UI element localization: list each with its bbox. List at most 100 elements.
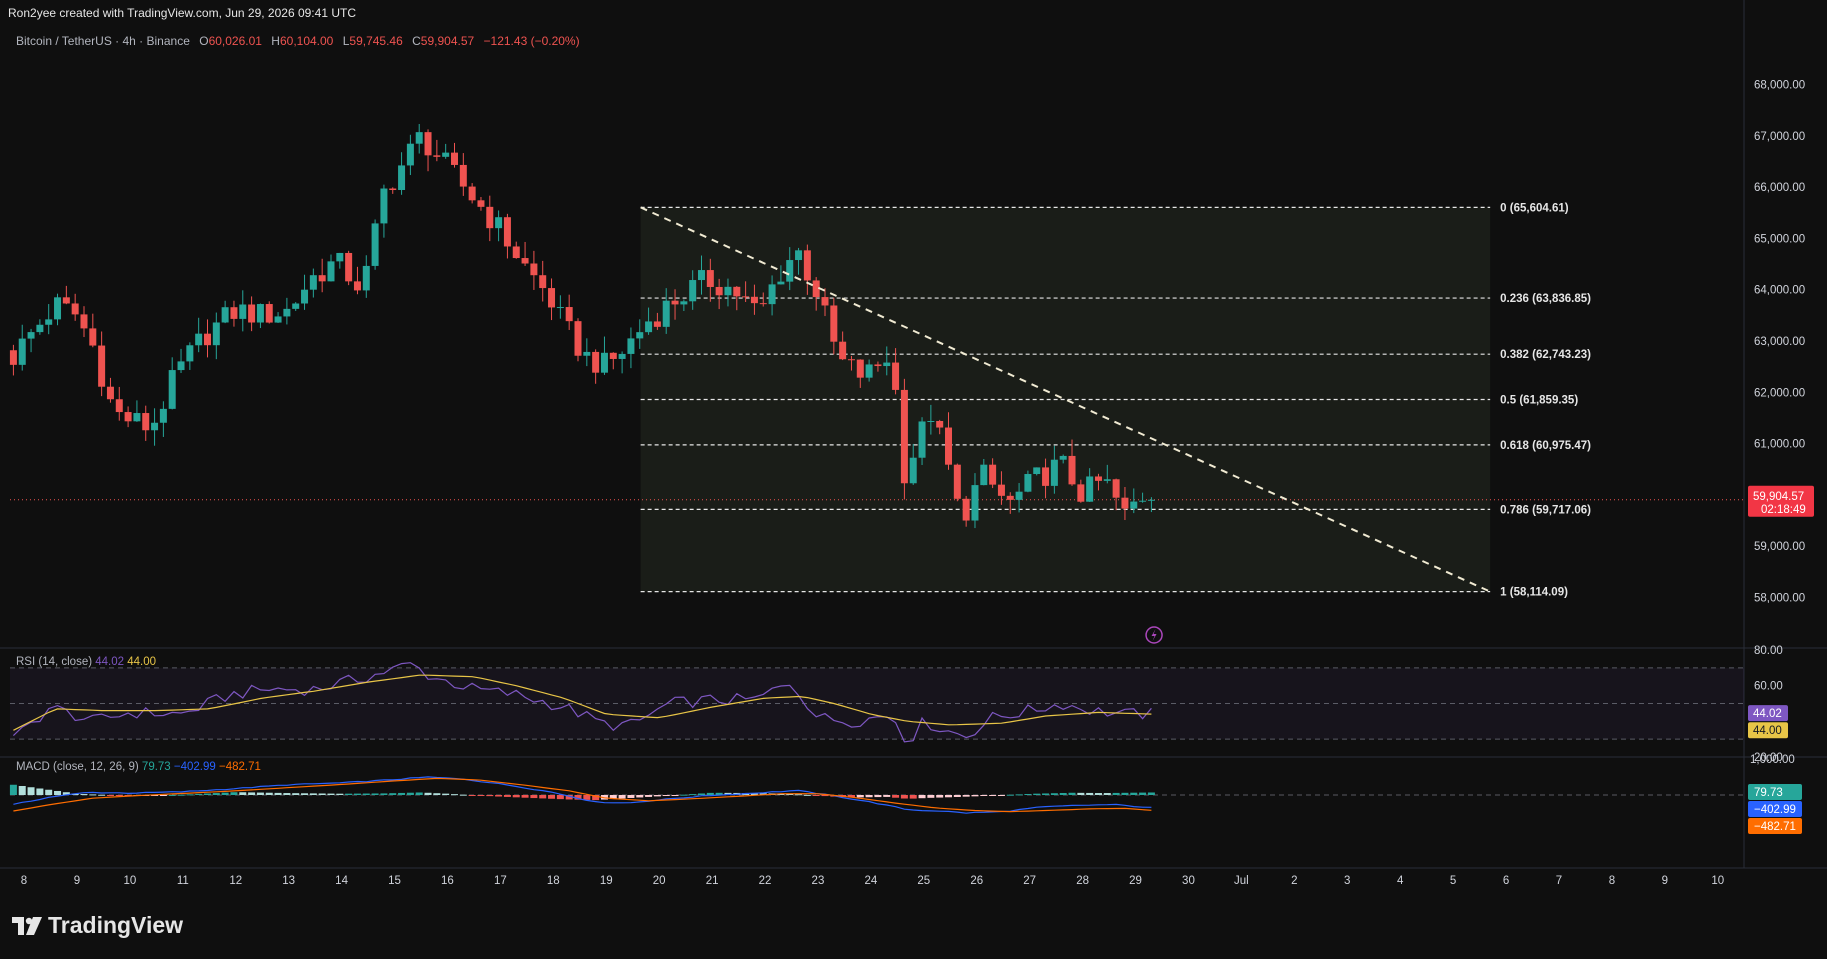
- macd-histogram-bar: [706, 792, 714, 795]
- candle-body: [847, 359, 855, 361]
- macd-histogram-bar: [45, 789, 53, 795]
- candle-body: [521, 258, 529, 264]
- candle-body: [71, 303, 79, 315]
- macd-hist-value: 79.73: [141, 761, 171, 773]
- macd-histogram-bar: [909, 795, 917, 799]
- time-tick-label: Jul: [1234, 875, 1249, 887]
- fib-level-label: 0.236 (63,836.85): [1500, 293, 1591, 305]
- macd-histogram-bar: [539, 795, 547, 799]
- macd-histogram-bar: [9, 784, 17, 795]
- price-tick-label: 64,000.00: [1754, 285, 1805, 297]
- macd-histogram-bar: [1024, 794, 1032, 796]
- rsi-line: [12, 662, 1152, 743]
- candle-body: [936, 420, 944, 428]
- candle-body: [1112, 479, 1120, 498]
- candle-body: [239, 304, 247, 319]
- price-tick-label: 61,000.00: [1754, 439, 1805, 451]
- tradingview-logo-text: TradingView: [48, 912, 184, 938]
- candle-body: [865, 364, 873, 378]
- candle-body: [54, 297, 62, 320]
- time-tick-label: 10: [123, 875, 136, 887]
- fib-level-label: 0.382 (62,743.23): [1500, 349, 1591, 361]
- candle-body: [353, 281, 361, 291]
- candle-body: [450, 152, 458, 165]
- macd-histogram-bar: [186, 794, 194, 796]
- rsi-value-tag-label: 44.02: [1753, 708, 1782, 720]
- time-tick-label: 25: [917, 875, 930, 887]
- macd-histogram-bar: [256, 792, 264, 795]
- candle-body: [283, 308, 291, 317]
- candle-body: [909, 457, 917, 484]
- time-tick-label: 14: [335, 875, 348, 887]
- tradingview-logo[interactable]: TradingView: [12, 912, 183, 939]
- macd-histogram-bar: [786, 793, 794, 795]
- macd-histogram-bar: [309, 793, 317, 795]
- candle-body: [301, 289, 309, 304]
- price-tick-label: 62,000.00: [1754, 387, 1805, 399]
- rsi-ma-tag: [1748, 722, 1788, 739]
- macd-histogram-bar: [795, 794, 803, 796]
- macd-histogram-bar: [671, 795, 679, 796]
- candle-body: [530, 263, 538, 276]
- candle-body: [195, 333, 203, 346]
- candle-body: [971, 485, 979, 521]
- time-tick-label: 30: [1182, 875, 1195, 887]
- candle-body: [548, 288, 556, 308]
- candle-body: [389, 188, 397, 191]
- price-tick-label: 59,000.00: [1754, 541, 1805, 553]
- macd-histogram-bar: [27, 787, 35, 795]
- price-tick-label: 58,000.00: [1754, 592, 1805, 604]
- macd-histogram-bar: [151, 795, 159, 796]
- macd-histogram-bar: [195, 793, 203, 795]
- bar-countdown-label: 02:18:49: [1761, 504, 1806, 516]
- time-tick-label: 2: [1291, 875, 1297, 887]
- macd-histogram-bar: [106, 795, 114, 796]
- candle-body: [1033, 467, 1041, 475]
- candle-body: [371, 223, 379, 266]
- macd-histogram-bar: [662, 795, 670, 796]
- time-tick-label: 8: [21, 875, 27, 887]
- candle-body: [671, 300, 679, 305]
- macd-value-tag-label: 79.73: [1754, 787, 1783, 799]
- time-tick-label: 24: [864, 875, 877, 887]
- macd-histogram-bar: [1042, 793, 1050, 795]
- symbol-label[interactable]: Bitcoin / TetherUS · 4h · Binance: [16, 34, 190, 48]
- candle-body: [689, 280, 697, 302]
- price-tick-label: 68,000.00: [1754, 80, 1805, 92]
- price-tick-label: 66,000.00: [1754, 182, 1805, 194]
- rsi-label[interactable]: RSI (14, close): [16, 656, 93, 668]
- last-price-tag: [1748, 485, 1814, 517]
- candle-body: [795, 250, 803, 261]
- candle-body: [706, 270, 714, 287]
- macd-histogram-bar: [433, 793, 441, 795]
- candle-body: [495, 217, 503, 229]
- candle-body: [724, 286, 732, 296]
- macd-histogram-bar: [698, 793, 706, 795]
- candle-body: [680, 301, 688, 305]
- macd-histogram-bar: [856, 795, 864, 798]
- macd-line-value: −402.99: [173, 761, 216, 773]
- candle-body: [892, 362, 900, 390]
- macd-histogram-bar: [98, 794, 106, 796]
- macd-histogram-bar: [530, 795, 538, 799]
- rsi-ma-tag-label: 44.00: [1753, 725, 1782, 737]
- macd-histogram-bar: [874, 795, 882, 798]
- macd-histogram-bar: [380, 793, 388, 795]
- macd-histogram-bar: [115, 795, 123, 796]
- macd-tick-label: 1,000.00: [1750, 754, 1795, 766]
- macd-label[interactable]: MACD (close, 12, 26, 9): [16, 761, 139, 773]
- candle-body: [945, 427, 953, 465]
- macd-value-tag: [1748, 784, 1802, 800]
- candle-body: [133, 413, 141, 422]
- candle-body: [556, 307, 564, 309]
- candle-body: [98, 345, 106, 387]
- candle-body: [953, 464, 961, 499]
- candle-body: [636, 332, 644, 339]
- candle-body: [698, 270, 706, 281]
- candle-body: [989, 464, 997, 485]
- candle-body: [812, 280, 820, 298]
- time-tick-label: 10: [1711, 875, 1724, 887]
- macd-histogram-bar: [371, 793, 379, 795]
- macd-histogram-bar: [450, 794, 458, 796]
- lightning-icon: [1151, 629, 1157, 641]
